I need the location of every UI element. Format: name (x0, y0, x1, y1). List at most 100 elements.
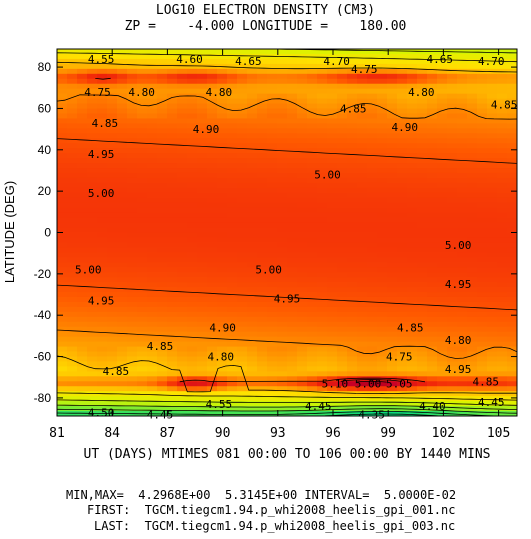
heatmap-cell (427, 177, 438, 184)
contour-label: 4.80 (128, 86, 155, 99)
heatmap-cell (327, 49, 338, 55)
heatmap-cell (217, 381, 228, 387)
heatmap-cell (367, 217, 378, 224)
heatmap-cell (377, 187, 388, 194)
heatmap-cell (497, 356, 508, 363)
contour-line (57, 49, 517, 406)
heatmap-cell (437, 361, 448, 368)
heatmap-cell (487, 336, 498, 343)
contour-label: 4.90 (193, 123, 220, 136)
heatmap-cell (347, 321, 358, 328)
heatmap-cell (97, 222, 108, 229)
heatmap-cell (157, 361, 168, 368)
heatmap-cell (347, 128, 358, 134)
contour-label: 4.95 (274, 293, 301, 306)
heatmap-cell (337, 386, 348, 392)
heatmap-cell (147, 262, 158, 268)
heatmap-cell (137, 78, 148, 85)
heatmap-cell (87, 371, 98, 377)
heatmap-cell (497, 177, 508, 184)
heatmap-cell (187, 386, 198, 392)
heatmap-cell (207, 287, 218, 293)
heatmap-cell (197, 88, 208, 95)
heatmap-cell (237, 252, 248, 258)
heatmap-cell (97, 68, 108, 75)
heatmap-cell (347, 108, 358, 115)
heatmap-cell (207, 143, 218, 149)
heatmap-cell (497, 108, 508, 115)
heatmap-cell (137, 58, 148, 65)
heatmap-cell (207, 371, 218, 377)
heatmap-cell (197, 311, 208, 318)
heatmap-cell (367, 316, 378, 323)
heatmap-cell (327, 237, 338, 244)
heatmap-cell (217, 257, 228, 263)
heatmap-cell (427, 296, 438, 303)
heatmap-cell (387, 212, 398, 219)
heatmap-cell (347, 98, 358, 105)
contour-label: 4.80 (208, 351, 235, 364)
heatmap-cell (427, 351, 438, 358)
heatmap-cell (277, 366, 288, 372)
heatmap-cell (177, 346, 188, 353)
heatmap-cell (507, 277, 517, 283)
heatmap-cell (507, 158, 517, 164)
heatmap-cell (57, 58, 68, 65)
heatmap-cell (157, 133, 168, 139)
heatmap-cell (497, 346, 508, 353)
heatmap-cell (187, 232, 198, 239)
heatmap-cell (207, 252, 218, 258)
heatmap-cell (387, 371, 398, 377)
heatmap-cell (397, 93, 408, 100)
heatmap-cell (357, 381, 368, 387)
heatmap-cell (487, 49, 498, 55)
heatmap-cell (317, 63, 328, 70)
heatmap-cell (247, 187, 258, 194)
heatmap-cell (437, 311, 448, 318)
heatmap-cell (437, 341, 448, 348)
heatmap-cell (377, 148, 388, 154)
heatmap-cell (367, 128, 378, 134)
heatmap-cell (457, 316, 468, 323)
heatmap-cell (427, 78, 438, 85)
heatmap-cell (357, 73, 368, 80)
heatmap-cell (157, 366, 168, 372)
heatmap-cell (87, 272, 98, 278)
heatmap-cell (497, 172, 508, 179)
heatmap-cell (497, 366, 508, 372)
heatmap-cell (257, 217, 268, 224)
heatmap-cell (127, 88, 138, 95)
heatmap-cell (487, 163, 498, 169)
heatmap-cell (57, 49, 68, 55)
heatmap-cell (407, 68, 418, 75)
heatmap-cell (207, 202, 218, 209)
heatmap-cell (467, 93, 478, 100)
heatmap-cell (497, 168, 508, 174)
heatmap-cell (307, 341, 318, 348)
heatmap-cell (237, 396, 248, 402)
heatmap-cell (207, 292, 218, 298)
heatmap-cell (157, 272, 168, 278)
heatmap-cell (77, 128, 88, 134)
heatmap-cell (267, 282, 278, 288)
heatmap-cell (237, 262, 248, 268)
heatmap-cell (237, 158, 248, 164)
heatmap-cell (127, 207, 138, 214)
heatmap-cell (407, 182, 418, 189)
heatmap-cell (337, 326, 348, 333)
heatmap-cell (187, 133, 198, 139)
heatmap-cell (157, 401, 168, 407)
heatmap-cell (77, 88, 88, 95)
heatmap-cell (257, 103, 268, 110)
heatmap-cell (327, 207, 338, 214)
heatmap-cell (387, 287, 398, 293)
heatmap-cell (237, 336, 248, 343)
heatmap-cell (387, 306, 398, 313)
heatmap-cell (287, 143, 298, 149)
heatmap-cell (257, 148, 268, 154)
heatmap-cell (297, 128, 308, 134)
heatmap-cell (117, 282, 128, 288)
heatmap-cell (277, 187, 288, 194)
heatmap-cell (77, 296, 88, 303)
heatmap-cell (417, 153, 428, 159)
